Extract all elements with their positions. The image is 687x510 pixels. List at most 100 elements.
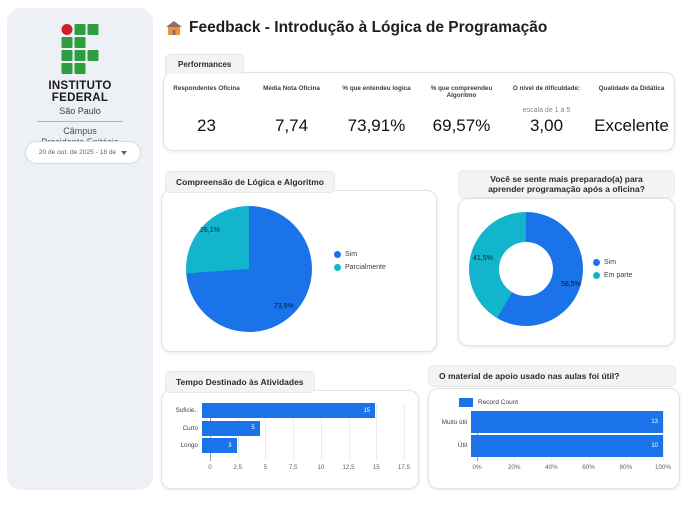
- bar-value-label: 10: [651, 442, 658, 449]
- x-tick-label: 100%: [654, 464, 672, 471]
- legend-swatch: [459, 398, 473, 407]
- page-title: Feedback - Introdução à Lógica de Progra…: [189, 19, 548, 36]
- bar-row: Suficie.. 15: [170, 403, 404, 418]
- date-range-filter[interactable]: 20 de out. de 2025 - 18 de: [25, 141, 141, 164]
- bar-value-label: 15: [363, 407, 371, 414]
- x-tick-label: 0: [208, 464, 212, 471]
- legend-label: Sim: [604, 259, 617, 266]
- pie-legend: Sim Parcialmente: [334, 251, 386, 271]
- x-tick-label: 5: [263, 464, 268, 471]
- metric: % que compreendeu Algoritmo 69,57%: [419, 73, 504, 150]
- bar-track: 3: [202, 438, 404, 453]
- metric-value: 69,57%: [432, 116, 491, 135]
- metric-value: 7,74: [274, 116, 309, 135]
- bar[interactable]: 5: [202, 420, 260, 436]
- bar[interactable]: 10: [471, 434, 663, 457]
- legend-swatch: [593, 259, 600, 266]
- bar-category-label: Longo: [180, 442, 198, 449]
- bar[interactable]: 15: [202, 403, 376, 418]
- page-header: Feedback - Introdução à Lógica de Progra…: [166, 19, 547, 37]
- donut-chart-card: 58,5% 41,5% Sim Em parte: [458, 198, 675, 346]
- x-tick-label: 10: [317, 464, 325, 471]
- donut-chart-title: Você se sente mais preparado(a) para apr…: [458, 170, 675, 198]
- metrics-row: Respondentes Oficina 23 Média Nota Oficina…: [164, 73, 674, 150]
- bar-value-label: 13: [651, 419, 658, 425]
- donut-chart[interactable]: [469, 212, 583, 326]
- metric: Qualidade da Didática Excelente: [589, 73, 674, 150]
- x-tick-label: 7,5: [288, 464, 298, 471]
- x-tick-label: 80%: [619, 464, 633, 471]
- legend-item[interactable]: Sim: [334, 251, 386, 258]
- legend-item[interactable]: Sim: [593, 259, 632, 266]
- bar-plot-time: Suficie.. 15 Curto 5 Longo 3: [170, 403, 405, 461]
- metric-value: Excelente: [594, 116, 669, 135]
- date-range-value: 20 de out. de 2025 - 18 de: [38, 149, 117, 156]
- bar-track: 10: [471, 434, 663, 457]
- bar-chart-material-card: Record Count Muito útil 13 Útil 10 0% 20% 40%…: [428, 388, 680, 489]
- donut-legend: Sim Em parte: [593, 259, 632, 279]
- metrics-card: Respondentes Oficina 23 Média Nota Oficina…: [163, 72, 675, 151]
- gridline: [404, 403, 405, 461]
- divider: [37, 121, 123, 122]
- bar-category-label: Curto: [182, 424, 198, 432]
- metric-label: % que entendeu logica: [342, 85, 411, 92]
- legend-label: Record Count: [478, 399, 519, 406]
- donut-slice-label-sim: 58,5%: [561, 281, 581, 288]
- pie-chart-title: Compreensão de Lógica e Algoritmo: [165, 171, 335, 193]
- pie-chart[interactable]: [186, 206, 312, 332]
- bar[interactable]: 3: [202, 438, 237, 453]
- legend-label: Sim: [345, 251, 358, 258]
- x-tick-label: 20%: [507, 464, 521, 471]
- legend-swatch: [593, 272, 600, 279]
- legend-label: Em parte: [604, 272, 633, 279]
- institute-name-line1: INSTITUTO: [48, 80, 112, 92]
- x-tick-label: 40%: [545, 464, 558, 471]
- pie-slice-label-sim: 73,9%: [274, 303, 294, 310]
- legend-swatch: [334, 251, 341, 258]
- x-axis-material: 0% 20% 40% 60% 80% 100%: [472, 464, 671, 474]
- tab-performances[interactable]: Performances: [165, 54, 245, 74]
- metric-label: O nível de dificuldade:: [512, 85, 581, 92]
- bar-value-label: 5: [251, 425, 255, 431]
- pie-chart-card: 73,9% 26,1% Sim Parcialmente: [161, 190, 437, 352]
- x-tick-label: 17,5: [397, 464, 411, 471]
- sidebar: INSTITUTO FEDERAL São Paulo Câmpus Presi…: [7, 8, 153, 490]
- x-tick-label: 0%: [472, 464, 482, 471]
- institute-name-line2: FEDERAL: [51, 92, 109, 104]
- donut-hole: [499, 242, 553, 296]
- metric-value: 23: [197, 116, 216, 135]
- x-tick-label: 12,5: [342, 464, 355, 471]
- metric-value: 3,00: [529, 116, 564, 135]
- bar-category-label: Muito útil: [441, 418, 467, 426]
- metric-label: Média Nota Oficina: [263, 85, 320, 92]
- metric-value: 73,91%: [347, 116, 406, 135]
- metric: Média Nota Oficina 7,74: [249, 73, 334, 150]
- legend-label: Parcialmente: [345, 264, 386, 271]
- bar-row: Muito útil 13: [435, 411, 663, 433]
- series-legend[interactable]: Record Count: [459, 398, 679, 407]
- bar[interactable]: 13: [471, 411, 663, 433]
- bar-chart-time-title: Tempo Destinado às Atividades: [165, 371, 315, 393]
- metric-label: Qualidade da Didática: [598, 85, 665, 92]
- donut-slice-label-em-parte: 41,5%: [473, 255, 493, 262]
- bar-chart-time-card: Suficie.. 15 Curto 5 Longo 3 0 2,5 5 7,5 10 12,5 15…: [161, 390, 419, 489]
- bar-category-label: Útil: [457, 442, 467, 449]
- x-tick-label: 2,5: [233, 464, 243, 471]
- x-axis-time: 0 2,5 5 7,5 10 12,5 15 17,5: [208, 464, 410, 474]
- ifsp-logo-icon: [61, 24, 99, 74]
- metric-sublabel: escala de 1 a 5: [522, 107, 571, 114]
- pie-slice-label-parcialmente: 26,1%: [200, 227, 220, 234]
- bar-track: 5: [202, 420, 404, 436]
- x-tick-label: 60%: [582, 464, 595, 471]
- metric: % que entendeu logica 73,91%: [334, 73, 419, 150]
- home-icon: [166, 20, 182, 35]
- bar-plot-material: Muito útil 13 Útil 10: [435, 411, 664, 461]
- institute-region: São Paulo: [59, 106, 101, 116]
- chevron-down-icon: [121, 150, 128, 155]
- legend-item[interactable]: Em parte: [593, 272, 632, 279]
- bar-category-label: Suficie..: [175, 407, 198, 414]
- bar-track: 13: [471, 411, 663, 433]
- legend-item[interactable]: Parcialmente: [334, 264, 386, 271]
- metric-label: Respondentes Oficina: [173, 85, 240, 92]
